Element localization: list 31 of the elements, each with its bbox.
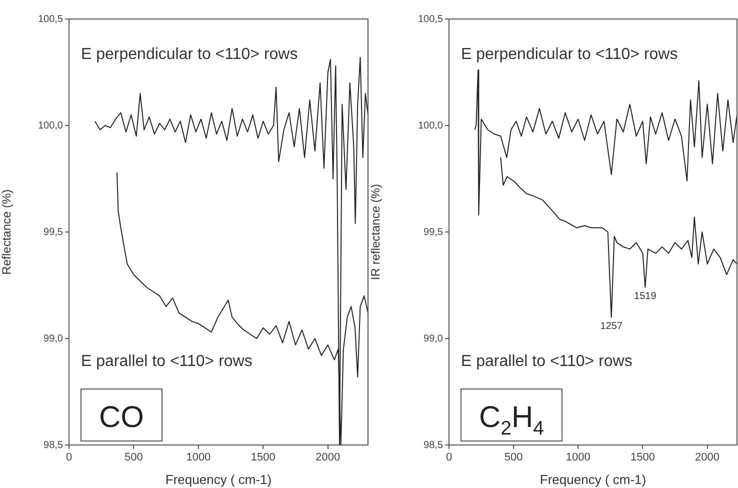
x-axis-title: Frequency ( cm-1)	[165, 472, 272, 487]
x-tick-label: 2000	[316, 452, 340, 464]
text: E parallel to <110> rows	[461, 352, 632, 370]
series-label: E parallel to <110> rows	[81, 352, 252, 370]
y-axis-title: IR reflectance (%)	[368, 184, 383, 280]
series-label: E perpendicular to <110> rows	[81, 46, 298, 64]
x-tick-label: 1000	[186, 452, 211, 464]
annotation: 1257	[600, 320, 623, 332]
y-tick-label: 98,5	[424, 440, 444, 451]
x-tick-label: 500	[124, 452, 143, 464]
text: CO	[99, 401, 144, 434]
y-axis-title: Reflectance (%)	[0, 189, 14, 275]
x-tick-label: 1500	[250, 452, 276, 464]
annotation: 1519	[634, 291, 657, 302]
series-label: E perpendicular to <110> rows	[461, 46, 678, 64]
y-tick-label: 100,0	[418, 120, 444, 132]
y-tick-label: 100,0	[38, 120, 64, 132]
x-tick-label: 1000	[566, 452, 590, 464]
x-tick-label: 0	[66, 452, 72, 464]
x-tick-label: 0	[446, 452, 452, 464]
y-tick-label: 99,0	[44, 333, 64, 344]
y-tick-label: 99,5	[44, 226, 64, 238]
y-tick-label: 99,0	[424, 333, 444, 344]
x-tick-label: 1500	[630, 452, 655, 464]
x-tick-label: 500	[504, 452, 523, 464]
y-tick-label: 99,5	[424, 226, 444, 238]
x-axis-title: Frequency ( cm-1)	[540, 472, 646, 487]
x-tick-label: 2000	[695, 452, 720, 464]
y-tick-label: 98,5	[44, 440, 64, 451]
y-tick-label: 100,5	[38, 14, 64, 25]
y-tick-label: 100,5	[418, 14, 444, 25]
